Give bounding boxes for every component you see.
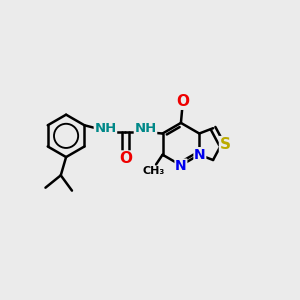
- Text: O: O: [176, 94, 189, 109]
- Text: CH₃: CH₃: [142, 167, 164, 176]
- Text: S: S: [220, 136, 231, 152]
- Text: NH: NH: [134, 122, 157, 135]
- Text: N: N: [175, 159, 187, 173]
- Text: NH: NH: [94, 122, 117, 135]
- Text: O: O: [119, 151, 132, 166]
- Text: N: N: [194, 148, 206, 162]
